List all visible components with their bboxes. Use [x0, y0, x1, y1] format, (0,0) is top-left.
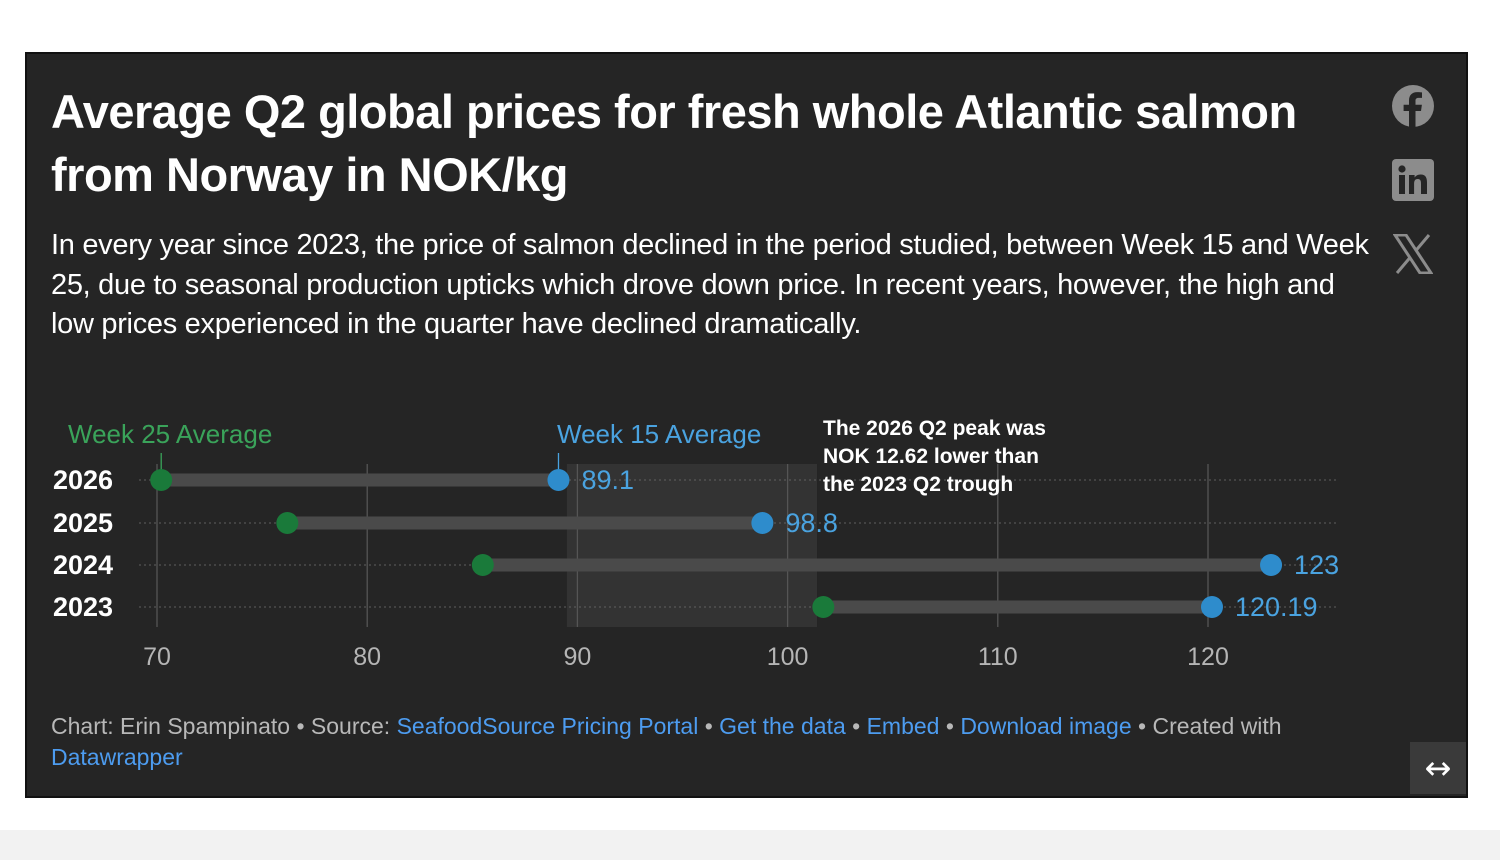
chart-subtitle: In every year since 2023, the price of s…	[51, 229, 1369, 340]
resize-button[interactable]: ↔	[1410, 742, 1466, 794]
x-icon[interactable]	[1389, 230, 1437, 278]
source-link[interactable]: SeafoodSource Pricing Portal	[396, 713, 699, 739]
linkedin-icon[interactable]	[1389, 156, 1437, 204]
annotation-text: the 2023 Q2 trough	[823, 473, 1013, 496]
datawrapper-link[interactable]: Datawrapper	[51, 744, 183, 770]
x-tick-label: 100	[767, 643, 809, 671]
footer-separator: •	[945, 713, 954, 739]
dot-range-chart: 70 80 90 100 110 120 Week 25 Average Week 15 Av…	[53, 417, 1339, 671]
legend-week25: Week 25 Average	[68, 419, 272, 449]
week25-dot	[471, 554, 494, 576]
week15-dot	[1260, 554, 1283, 576]
top-margin	[0, 0, 1500, 30]
week15-dot	[751, 512, 774, 534]
value-label: 123	[1294, 550, 1339, 580]
week15-dot	[547, 469, 570, 491]
value-label: 89.1	[581, 465, 634, 495]
x-tick-label: 70	[143, 643, 171, 671]
year-label: 2025	[53, 508, 113, 538]
year-label: 2026	[53, 465, 113, 495]
week25-dot	[150, 469, 173, 491]
download-image-link[interactable]: Download image	[960, 713, 1132, 739]
chart-credit: Chart: Erin Spampinato	[51, 713, 291, 739]
footer-separator: •	[852, 713, 861, 739]
get-data-link[interactable]: Get the data	[719, 713, 846, 739]
x-tick-label: 110	[978, 643, 1018, 671]
created-with-label: Created with	[1152, 713, 1282, 739]
source-label: Source:	[310, 713, 391, 739]
x-tick-label: 80	[353, 643, 381, 671]
footer-separator: •	[296, 713, 305, 739]
embed-link[interactable]: Embed	[866, 713, 940, 739]
bottom-margin	[0, 830, 1500, 860]
year-label: 2024	[53, 550, 113, 580]
footer-separator: •	[1138, 713, 1147, 739]
week15-dot	[1200, 596, 1223, 618]
chart-card: Average Q2 global prices for fresh whole…	[25, 52, 1468, 798]
week25-dot	[812, 596, 835, 618]
value-label: 120.19	[1235, 592, 1318, 622]
year-label: 2023	[53, 592, 113, 622]
week25-dot	[276, 512, 299, 534]
annotation-text: The 2026 Q2 peak was	[823, 417, 1046, 440]
highlight-band	[566, 464, 818, 627]
legend-week15: Week 15 Average	[557, 419, 761, 449]
footer-separator: •	[704, 713, 713, 739]
chart-footer: Chart: Erin Spampinato • Source: Seafood…	[51, 711, 1431, 773]
chart-title: Average Q2 global prices for fresh whole…	[51, 85, 1297, 201]
value-label: 98.8	[785, 508, 838, 538]
x-tick-label: 120	[1187, 643, 1229, 671]
facebook-icon[interactable]	[1389, 82, 1437, 130]
x-tick-label: 90	[563, 643, 591, 671]
annotation-text: NOK 12.62 lower than	[823, 445, 1039, 468]
